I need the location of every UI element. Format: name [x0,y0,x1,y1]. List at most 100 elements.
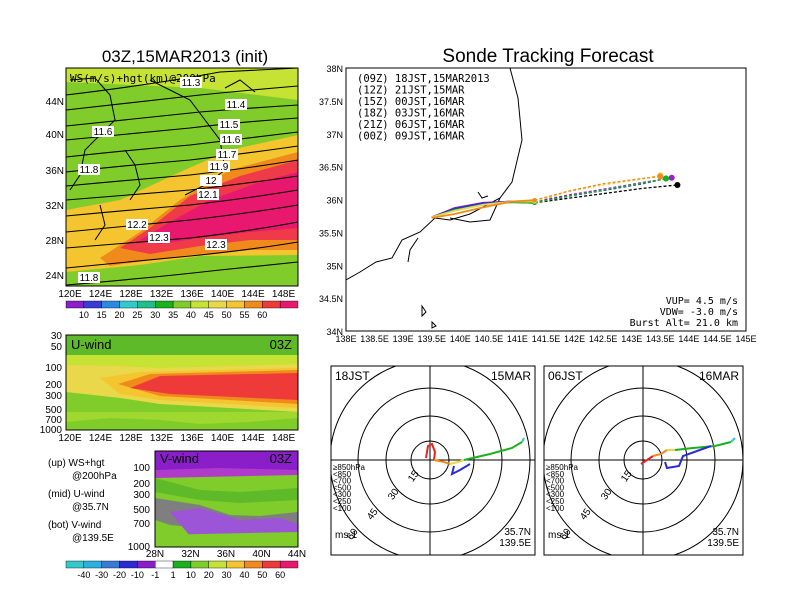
top-lon-tick: 124E [89,289,113,300]
u-x-tick: 136E [180,433,204,444]
v-colorbar-swatch [244,560,263,569]
track-line-upper [534,177,667,204]
track-lat-tick: 36.5N [319,163,343,173]
top-lon-tick: 140E [211,289,235,300]
note-line1: (bot) V-wind [48,520,101,531]
v-colorbar-tick: 10 [186,570,196,580]
track-lon-tick: 139E [393,334,414,344]
hodo-trace [425,442,437,461]
track-lon-tick: 143.5E [646,334,675,344]
v-colorbar-tick: 60 [275,570,285,580]
v-colorbar-swatch [226,560,245,569]
track-endpoint [663,175,669,182]
track-lon-tick: 138.5E [360,334,389,344]
note-line2: @139.5E [72,533,114,544]
colorbar-tick: 20 [115,310,125,320]
track-lat-tick: 38N [326,64,343,74]
hgt-label: 11.6 [94,127,113,138]
track-line-upper [534,174,661,203]
top-lon-tick: 148E [272,289,296,300]
u-y-tick: 300 [45,391,62,402]
hodo-time: 18JST [335,369,370,383]
hgt-label-bg [126,219,148,230]
hodo-trace [449,459,465,465]
hodo-lon: 139.5E [707,538,739,549]
u-x-tick: 128E [119,433,143,444]
u-wind-time: 03Z [270,337,292,352]
hodo-trace [433,459,451,465]
colorbar-tick: 10 [79,310,89,320]
hgt-label: 11.7 [218,150,237,161]
track-legend-entry: (15Z) 00JST,16MAR [357,96,465,108]
hodo-trace [450,463,471,476]
hgt-label-bg [225,99,247,110]
colorbar-swatch [119,300,138,309]
v-wind-label: V-wind [160,451,199,466]
hgt-label-bg [148,232,170,243]
u-x-tick: 132E [150,433,174,444]
colorbar-tick: 55 [239,310,249,320]
hgt-label-bg [78,272,100,283]
track-lat-tick: 35.5N [319,228,343,238]
hgt-label: 11.8 [80,273,99,284]
track-lat-tick: 35N [326,261,343,271]
v-colorbar-swatch [65,560,85,569]
hgt-label-bg [220,134,242,145]
left-title: 03Z,15MAR2013 (init) [102,47,268,66]
note-line1: (mid) U-wind [48,489,105,500]
v-colorbar-swatch [172,560,192,569]
track-lon-tick: 138E [335,334,356,344]
hgt-label: 12 [205,176,217,187]
hodo-lon: 139.5E [499,538,531,549]
hodo-unit: ms-1 [548,530,571,541]
colorbar-tick: 50 [222,310,232,320]
track-lat-tick: 34.5N [319,294,343,304]
hodo-level: <700 [546,477,565,486]
top-lat-tick: 36N [46,166,64,177]
hodo-level: <850 [546,470,565,479]
top-map-label: WS(m/s)+hgt(km)@200hPa [70,72,216,85]
hodo-trace [664,445,712,470]
colorbar-swatch [226,300,245,309]
hgt-label: 12.3 [206,240,226,251]
hgt-label: 11.4 [227,100,246,111]
track-line-lower [431,199,535,219]
right-title: Sonde Tracking Forecast [442,46,654,67]
colorbar-swatch [190,300,209,309]
hgt-label: 11.8 [80,165,99,176]
track-lon-tick: 139.5E [417,334,446,344]
hgt-label: 11.3 [182,78,201,89]
hgt-label-bg [218,119,240,130]
u-y-tick: 1000 [40,425,63,436]
track-endpoint [657,173,664,180]
burst-text: Burst Alt= 21.0 km [630,318,738,329]
track-lon-tick: 140E [450,334,471,344]
u-x-tick: 148E [272,433,296,444]
v-colorbar-tick: -10 [131,570,144,580]
track-lon-tick: 145E [735,334,756,344]
top-lon-tick: 136E [180,289,204,300]
colorbar-tick: 25 [132,310,142,320]
track-lon-tick: 142E [564,334,585,344]
u-y-tick: 100 [45,363,62,374]
hodo-trace [463,441,523,461]
hodo-trace [730,437,736,443]
track-line-upper [534,175,661,201]
hodo-unit: ms-1 [335,530,358,541]
u-x-tick: 140E [211,433,235,444]
top-lon-tick: 132E [150,289,174,300]
v-x-tick: 40N [252,549,270,560]
track-legend-entry: (09Z) 18JST,15MAR2013 [357,73,490,85]
hgt-label: 12.3 [149,233,169,244]
track-legend-entry: (18Z) 03JST,16MAR [357,108,465,120]
v-colorbar-tick: -40 [77,570,90,580]
vup-text: VUP= 4.5 m/s [666,296,738,307]
hgt-label-bg [78,164,100,175]
track-legend-entry: (21Z) 06JST,16MAR [357,119,465,131]
hodo-level: <250 [546,497,565,506]
hodo-level: <300 [333,490,352,499]
hodo-lat: 35.7N [504,527,531,538]
